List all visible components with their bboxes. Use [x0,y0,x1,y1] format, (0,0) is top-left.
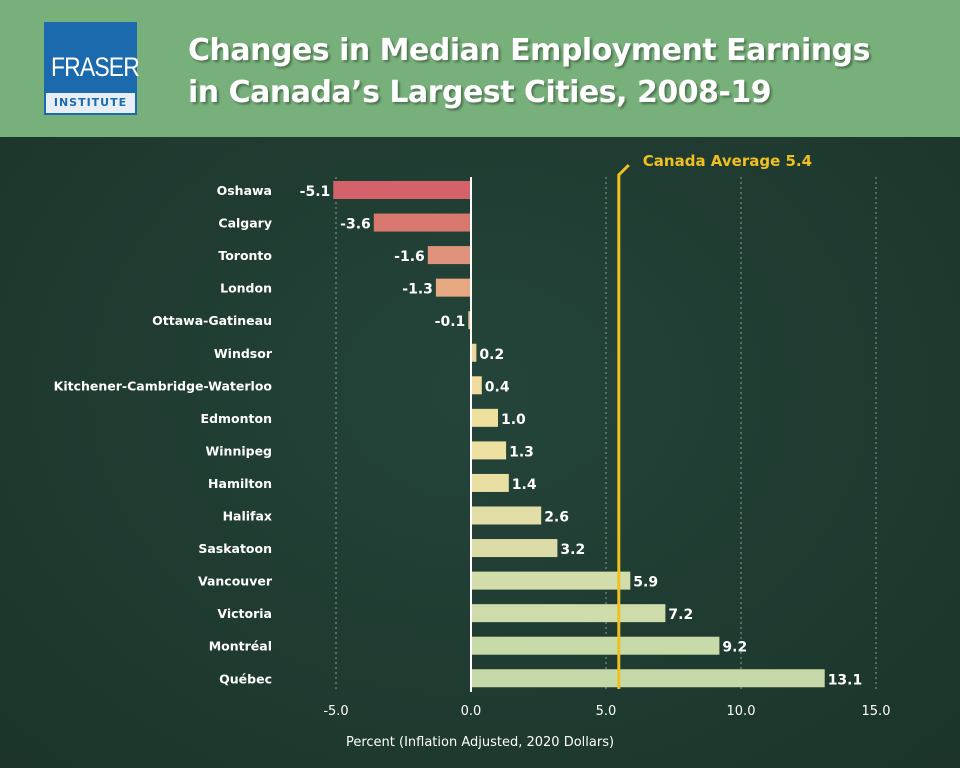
category-label: Hamilton [208,476,272,491]
bar [333,181,471,199]
category-label: Québec [219,671,272,686]
bar-chart: -5.0 0.0 5.0 10.0 15.0 Oshawa -5.1 Calgary -3.6 T… [54,152,891,750]
data-label: 1.4 [512,477,537,493]
category-label: Halifax [223,509,272,524]
bar [468,311,471,330]
bar [471,343,477,362]
category-label: Toronto [218,248,272,263]
logo-subtext: INSTITUTE [46,93,135,113]
data-label: 0.4 [485,379,510,395]
bar [471,376,482,395]
data-label: -1.3 [402,282,433,298]
bar [471,539,558,558]
bar [373,213,471,232]
category-label: Edmonton [201,411,272,426]
average-label: Canada Average 5.4 [643,152,812,170]
chart-title: Changes in Median Employment Earnings in… [188,30,870,114]
bar [435,278,471,297]
bar [471,604,666,623]
data-label: 2.6 [544,510,569,526]
data-label: -0.1 [435,314,466,330]
category-label: Winnipeg [205,443,272,458]
category-label: Oshawa [217,183,272,198]
data-label: 1.0 [501,412,526,428]
x-tick-label: 15.0 [862,704,891,719]
bar [471,408,498,427]
category-label: London [220,281,272,296]
x-tick-label: 5.0 [596,704,617,719]
bar [471,669,825,688]
bar [471,636,720,655]
data-label: 3.2 [560,542,585,558]
average-reference-line [617,163,630,689]
x-tick-label: 0.0 [461,704,482,719]
category-label: Vancouver [198,574,273,589]
x-axis-title: Percent (Inflation Adjusted, 2020 Dollar… [346,735,614,750]
title-line-2: in Canada’s Largest Cities, 2008-19 [188,75,772,110]
category-label: Windsor [214,346,273,361]
data-label: -1.6 [394,249,425,265]
chart-area: -5.0 0.0 5.0 10.0 15.0 Oshawa -5.1 Calgary -3.6 T… [0,137,960,768]
category-label: Kitchener-Cambridge-Waterloo [54,378,273,393]
data-label: 9.2 [722,640,747,656]
x-tick-label: 10.0 [727,704,756,719]
data-label: 7.2 [668,607,693,623]
bar [471,473,509,492]
data-label: 13.1 [828,672,863,688]
bar [427,246,471,265]
title-line-1: Changes in Median Employment Earnings [188,33,870,68]
data-label: 1.3 [509,444,534,460]
category-label: Calgary [218,216,272,231]
bar [471,571,631,590]
category-label: Saskatoon [198,541,272,556]
category-label: Victoria [217,606,272,621]
category-label: Montréal [209,639,272,654]
category-label: Ottawa-Gatineau [152,313,272,328]
bar [471,506,542,525]
fraser-institute-logo: FRASER INSTITUTE [44,22,140,115]
data-label: 0.2 [479,347,504,363]
x-tick-label: -5.0 [323,704,348,719]
data-label: -5.1 [300,184,331,200]
header: FRASER INSTITUTE Changes in Median Emplo… [0,0,960,137]
data-label: 5.9 [633,575,658,591]
logo-text: FRASER [50,52,140,82]
data-label: -3.6 [340,217,371,233]
bar [471,441,507,460]
